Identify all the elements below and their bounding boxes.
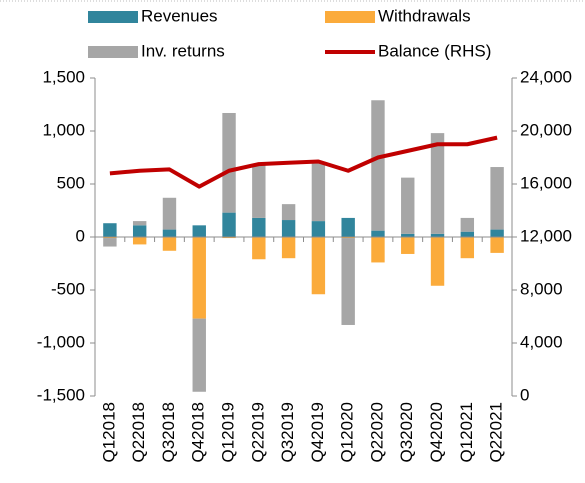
- bar: [192, 237, 206, 319]
- y2-tick-label: 8,000: [520, 279, 563, 298]
- x-tick-label: Q32020: [397, 402, 416, 463]
- y2-tick-label: 20,000: [520, 120, 572, 139]
- x-tick-label: Q12018: [99, 402, 118, 463]
- legend-swatch: [325, 11, 375, 23]
- x-tick-label: Q42019: [308, 402, 327, 463]
- bar: [103, 223, 117, 237]
- bar: [162, 229, 177, 237]
- y2-tick-label: 24,000: [520, 67, 572, 86]
- bar: [281, 220, 296, 237]
- y2-tick-label: 0: [520, 385, 529, 404]
- bar: [311, 237, 326, 295]
- legend-swatch: [88, 11, 138, 23]
- bar: [371, 100, 385, 231]
- bar: [103, 238, 117, 247]
- bar: [341, 237, 355, 239]
- bar: [490, 167, 504, 230]
- bar: [162, 237, 177, 251]
- bar: [252, 237, 266, 260]
- legend-label: Balance (RHS): [378, 41, 491, 60]
- bar: [460, 217, 475, 232]
- bar: [401, 237, 415, 254]
- bar: [222, 237, 236, 239]
- bar: [371, 230, 385, 237]
- bar: [430, 133, 445, 234]
- bar: [281, 237, 296, 259]
- bar: [132, 225, 147, 237]
- x-tick-label: Q22018: [129, 402, 148, 463]
- bar: [460, 237, 475, 259]
- x-tick-label: Q12020: [338, 402, 357, 463]
- legend-label: Inv. returns: [141, 41, 225, 60]
- x-tick-label: Q32019: [278, 402, 297, 463]
- y-tick-label: 500: [57, 173, 85, 192]
- bar: [222, 212, 236, 237]
- bar: [490, 237, 504, 253]
- y2-tick-label: 16,000: [520, 173, 572, 192]
- x-tick-label: Q42020: [427, 402, 446, 463]
- bar: [103, 237, 117, 239]
- line: [109, 135, 498, 189]
- x-tick-label: Q22020: [367, 402, 386, 463]
- y-tick-label: -500: [51, 279, 85, 298]
- bar: [401, 177, 415, 234]
- bar: [192, 318, 206, 392]
- x-tick-label: Q12019: [219, 402, 238, 463]
- bar: [222, 112, 236, 213]
- x-tick-label: Q32018: [159, 402, 178, 463]
- bar: [371, 237, 385, 263]
- y2-tick-label: 4,000: [520, 332, 563, 351]
- bar: [460, 231, 475, 237]
- bar: [281, 204, 296, 221]
- bar: [430, 237, 445, 286]
- x-tick-label: Q12021: [457, 402, 476, 463]
- bar: [341, 238, 355, 325]
- bar: [162, 197, 177, 230]
- y-tick-label: -1,000: [37, 332, 85, 351]
- y-tick-label: 0: [76, 226, 85, 245]
- bar: [430, 233, 445, 237]
- bar: [401, 233, 415, 237]
- bar: [311, 162, 326, 222]
- y2-tick-label: 12,000: [520, 226, 572, 245]
- bar: [132, 237, 147, 245]
- x-tick-label: Q42018: [189, 402, 208, 463]
- bar: [132, 221, 147, 226]
- legend-label: Revenues: [141, 6, 218, 25]
- legend-swatch: [88, 46, 138, 58]
- y-tick-label: 1,500: [42, 67, 85, 86]
- x-tick-label: Q22019: [248, 402, 267, 463]
- x-tick-label: Q22021: [487, 402, 506, 463]
- bar: [341, 217, 355, 237]
- bar: [252, 217, 266, 237]
- bar: [490, 229, 504, 237]
- bar: [311, 221, 326, 237]
- bar: [252, 164, 266, 218]
- y-tick-label: 1,000: [42, 120, 85, 139]
- y-tick-label: -1,500: [37, 385, 85, 404]
- bar: [192, 225, 206, 237]
- legend-label: Withdrawals: [378, 6, 471, 25]
